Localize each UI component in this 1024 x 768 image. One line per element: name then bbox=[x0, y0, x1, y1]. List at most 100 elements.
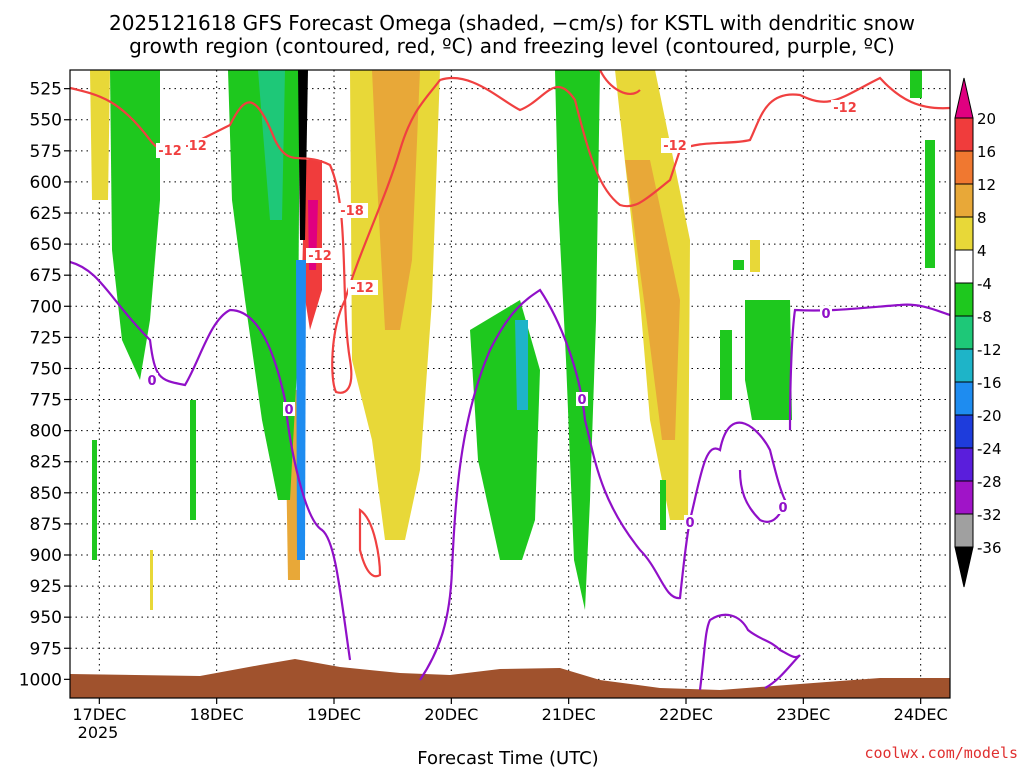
y-tick-label: 725 bbox=[30, 328, 62, 348]
colorbar-tick-label: -4 bbox=[977, 275, 992, 293]
freezing-contours bbox=[70, 260, 950, 691]
y-tick-label: 775 bbox=[30, 391, 62, 411]
contour-label-bg bbox=[820, 306, 832, 320]
x-tick-label: 18DEC bbox=[190, 705, 244, 724]
omega-region-yellow-6 bbox=[150, 550, 153, 610]
dendritic-contour-label: -12 bbox=[663, 139, 687, 154]
freezing-contour-2 bbox=[419, 288, 692, 681]
y-tick-label: 550 bbox=[30, 111, 62, 131]
colorbar-tick-label: 8 bbox=[977, 209, 987, 227]
colorbar-tick-label: -32 bbox=[977, 506, 1002, 524]
contour-label-bg bbox=[306, 248, 336, 263]
dendritic-contour-2 bbox=[358, 507, 382, 578]
y-axis: 525 550 575 600 625 650 675 700 725 750 775 800 825 8… bbox=[19, 80, 70, 690]
colorbar-segment bbox=[954, 414, 974, 449]
dendritic-contour-1 bbox=[70, 76, 950, 394]
freezing-contour-label: 0 bbox=[685, 516, 694, 531]
omega-region-teal-1 bbox=[258, 70, 285, 220]
omega-region-green-6 bbox=[720, 330, 732, 400]
omega-region-green-3 bbox=[470, 300, 540, 560]
omega-shading bbox=[90, 70, 935, 610]
freezing-contour-5 bbox=[698, 613, 801, 691]
contour-label-bg bbox=[181, 138, 211, 153]
contour-label-bg bbox=[338, 203, 368, 218]
colorbar-segment bbox=[954, 315, 974, 350]
y-tick-label: 950 bbox=[30, 608, 62, 628]
colorbar-segment bbox=[954, 513, 974, 548]
colorbar-segment bbox=[954, 117, 974, 152]
omega-region-green-9 bbox=[733, 260, 744, 270]
y-tick-label: 675 bbox=[30, 266, 62, 286]
contour-label-bg bbox=[283, 402, 295, 416]
x-tick-year: 2025 bbox=[78, 723, 119, 742]
y-tick-label: 650 bbox=[30, 235, 62, 255]
colorbar-tick-label: -36 bbox=[977, 539, 1002, 557]
freezing-contour-1 bbox=[70, 260, 352, 661]
y-tick-label: 575 bbox=[30, 142, 62, 162]
plot-frame bbox=[69, 69, 951, 699]
x-axis: 17DEC 18DEC 19DEC 20DEC 21DEC 22DEC 23DEC 24DEC bbox=[72, 698, 948, 724]
x-tick-label: 23DEC bbox=[776, 705, 830, 724]
watermark: coolwx.com/models bbox=[864, 744, 1018, 762]
colorbar-tick-label: -8 bbox=[977, 308, 992, 326]
omega-region-green-12 bbox=[660, 480, 666, 530]
y-tick-label: 625 bbox=[30, 204, 62, 224]
chart-title-line2: growth region (contoured, red, ºC) and f… bbox=[129, 34, 895, 58]
colorbar-tick-label: 20 bbox=[977, 110, 996, 128]
colorbar-tick-label: -12 bbox=[977, 341, 1002, 359]
contour-label-bg bbox=[348, 280, 378, 295]
y-tick-label: 850 bbox=[30, 484, 62, 504]
colorbar-segment bbox=[954, 216, 974, 251]
omega-region-green-5 bbox=[745, 300, 792, 420]
y-tick-label: 825 bbox=[30, 453, 62, 473]
y-tick-label: 700 bbox=[30, 297, 62, 317]
contour-label-bg bbox=[684, 515, 696, 529]
y-tick-label: 900 bbox=[30, 546, 62, 566]
contour-label-bg bbox=[661, 138, 691, 153]
freezing-contour-label: 0 bbox=[147, 374, 156, 389]
y-tick-label: 1000 bbox=[19, 670, 62, 690]
colorbar-tick-label: -20 bbox=[977, 407, 1002, 425]
omega-region-green-4 bbox=[555, 70, 600, 610]
colorbar-tick-label: -28 bbox=[977, 473, 1002, 491]
colorbar-tick-label: 4 bbox=[977, 242, 987, 260]
dendritic-contour-label: -12 bbox=[183, 139, 207, 154]
colorbar-segment bbox=[954, 348, 974, 383]
dendritic-contour-label: -12 bbox=[350, 281, 374, 296]
ground-surface bbox=[70, 659, 950, 698]
colorbar-top-arrow bbox=[954, 77, 974, 119]
x-tick-label: 19DEC bbox=[307, 705, 361, 724]
y-tick-label: 525 bbox=[30, 80, 62, 100]
colorbar-bottom-arrow bbox=[954, 546, 974, 588]
contour-label-bg bbox=[156, 143, 186, 158]
colorbar-tick-label: 16 bbox=[977, 143, 996, 161]
freezing-contour-label: 0 bbox=[778, 501, 787, 516]
freezing-contour-label: 0 bbox=[577, 393, 586, 408]
y-tick-label: 750 bbox=[30, 359, 62, 379]
x-tick-label: 22DEC bbox=[659, 705, 713, 724]
contour-label-bg bbox=[146, 373, 158, 387]
freezing-contour-label: 0 bbox=[284, 403, 293, 418]
omega-region-green-1 bbox=[110, 70, 160, 380]
chart-title-line1: 2025121618 GFS Forecast Omega (shaded, −… bbox=[109, 11, 915, 35]
omega-region-green-11 bbox=[190, 400, 196, 520]
contour-label-bg bbox=[576, 392, 588, 406]
y-tick-label: 975 bbox=[30, 639, 62, 659]
colorbar-segment bbox=[954, 183, 974, 218]
dendritic-contour-3 bbox=[599, 70, 641, 96]
colorbar-segment bbox=[954, 447, 974, 482]
colorbar-tick-label: -24 bbox=[977, 440, 1002, 458]
contour-label-bg bbox=[777, 500, 789, 514]
omega-region-orange-2 bbox=[625, 160, 680, 440]
omega-region-blue-1 bbox=[296, 260, 306, 560]
x-tick-label: 20DEC bbox=[424, 705, 478, 724]
dendritic-contour-label: -12 bbox=[833, 101, 857, 116]
colorbar-tick-label: 12 bbox=[977, 176, 996, 194]
x-tick-label: 24DEC bbox=[894, 705, 948, 724]
dendritic-contour-label: -12 bbox=[158, 144, 182, 159]
x-tick-label: 21DEC bbox=[542, 705, 596, 724]
y-tick-label: 875 bbox=[30, 515, 62, 535]
